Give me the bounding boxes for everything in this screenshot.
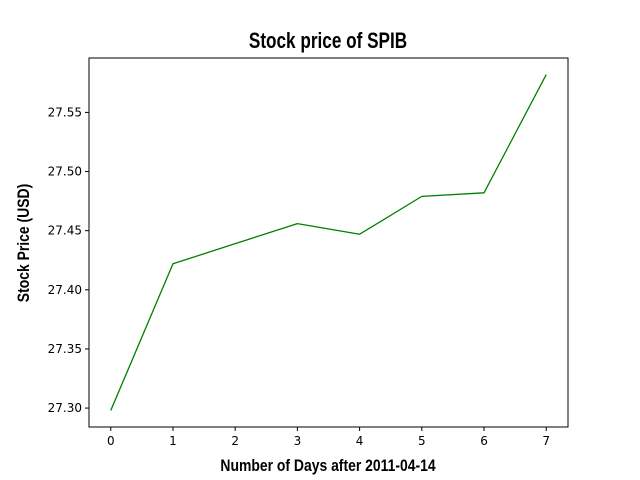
y-tick-label: 27.55 <box>48 105 82 119</box>
x-tick-label: 5 <box>418 434 426 448</box>
y-tick-label: 27.35 <box>48 342 82 356</box>
y-tick-label: 27.45 <box>48 224 82 238</box>
x-axis-label: Number of Days after 2011-04-14 <box>220 457 436 476</box>
plot-area: 0 1 2 3 4 5 6 7 27.30 27.35 27.40 27.45 27.50 27.55 <box>48 57 569 448</box>
x-tick-label: 0 <box>107 434 115 448</box>
y-axis-label: Stock Price (USD) <box>15 184 34 302</box>
chart-title: Stock price of SPIB <box>249 29 407 54</box>
series-line <box>110 74 547 411</box>
x-tick-label: 4 <box>356 434 364 448</box>
y-tick-label: 27.30 <box>48 401 82 415</box>
x-tick-label: 2 <box>231 434 239 448</box>
y-tick-label: 27.50 <box>48 165 82 179</box>
y-tick-label: 27.40 <box>48 283 82 297</box>
x-tick-label: 1 <box>169 434 177 448</box>
plot-frame <box>88 57 569 428</box>
x-tick-label: 7 <box>542 434 550 448</box>
x-tick-label: 6 <box>480 434 488 448</box>
x-tick-label: 3 <box>294 434 302 448</box>
